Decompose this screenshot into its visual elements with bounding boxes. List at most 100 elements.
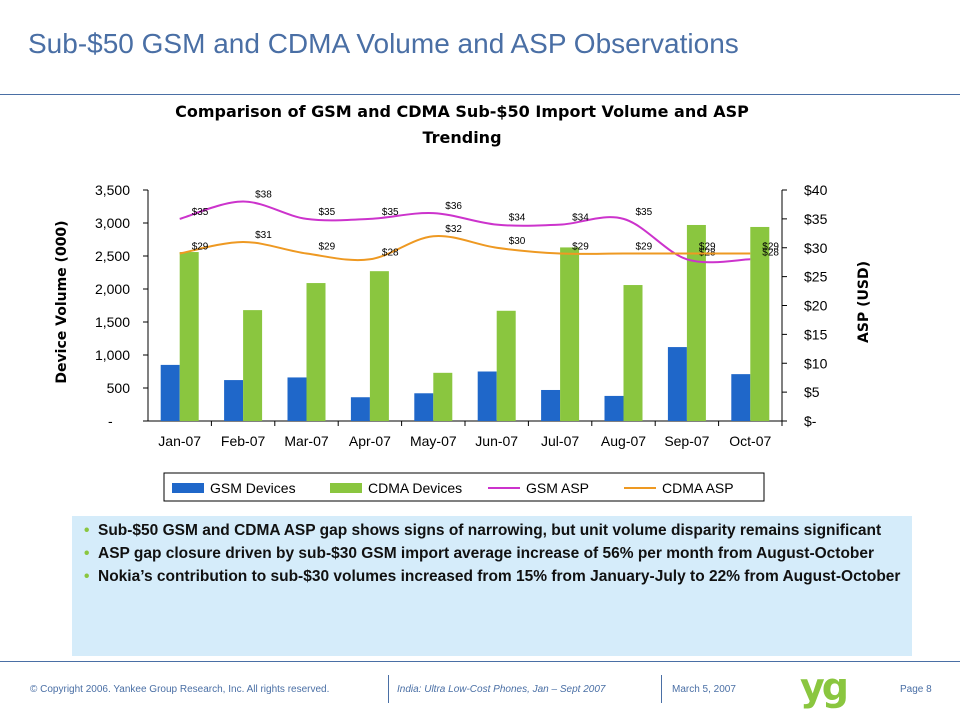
y-tick-label: 2,500 bbox=[95, 248, 130, 264]
gsm-devices-bar bbox=[414, 393, 434, 421]
cdma-devices-bar bbox=[243, 310, 263, 421]
bullet-item: • Sub-$50 GSM and CDMA ASP gap shows sign… bbox=[84, 522, 902, 540]
gsm-devices-bar bbox=[160, 364, 180, 421]
cdma-asp-data-label: $29 bbox=[699, 242, 716, 253]
cdma-devices-bar bbox=[560, 247, 580, 421]
gsm-devices-bar bbox=[731, 374, 751, 421]
footer-copyright: © Copyright 2006. Yankee Group Research,… bbox=[30, 684, 330, 695]
y2-axis-title: ASP (USD) bbox=[856, 261, 872, 343]
gsm-asp-data-label: $35 bbox=[636, 207, 653, 218]
cdma-asp-data-label: $29 bbox=[636, 242, 653, 253]
cdma-asp-data-label: $30 bbox=[509, 236, 526, 247]
chart-legend: GSM Devices CDMA Devices GSM ASP CDMA ASP bbox=[163, 472, 765, 502]
cdma-asp-data-label: $29 bbox=[319, 242, 336, 253]
y-tick-label: 3,000 bbox=[95, 215, 130, 231]
logo-text: yg bbox=[800, 668, 847, 709]
gsm-devices-bar bbox=[224, 380, 244, 421]
gsm-asp-line bbox=[179, 200, 751, 264]
cdma-devices-legend-swatch bbox=[330, 483, 362, 493]
cdma-devices-bar bbox=[623, 285, 643, 421]
x-tick-label: Apr-07 bbox=[349, 433, 391, 449]
gsm-devices-bar bbox=[477, 371, 497, 421]
cdma-asp-data-label: $31 bbox=[255, 230, 272, 241]
x-tick-label: Oct-07 bbox=[729, 433, 771, 449]
gsm-devices-legend-swatch bbox=[172, 483, 204, 493]
cdma-devices-bar bbox=[306, 283, 326, 421]
footer-page-number: Page 8 bbox=[900, 684, 932, 695]
y2-tick-label: $40 bbox=[804, 182, 828, 198]
bullet-text: ASP gap closure driven by sub-$30 GSM im… bbox=[98, 545, 875, 562]
gsm-asp-data-label: $38 bbox=[255, 190, 272, 201]
gsm-devices-bar bbox=[604, 395, 624, 421]
footer-divider bbox=[0, 661, 960, 662]
y-tick-label: 2,000 bbox=[95, 281, 130, 297]
cdma-asp-data-label: $29 bbox=[762, 242, 779, 253]
cdma-asp-data-label: $32 bbox=[445, 224, 462, 235]
gsm-devices-bar bbox=[667, 347, 687, 421]
cdma-devices-bar bbox=[496, 310, 516, 421]
legend-box bbox=[163, 472, 765, 502]
y2-tick-label: $35 bbox=[804, 211, 828, 227]
plot-area: - 500 1,000 1,500 2,000 2,500 3,000 3,500 $- $5 $1… bbox=[95, 182, 828, 449]
x-tick-label: Jun-07 bbox=[475, 433, 518, 449]
gsm-asp-legend-label: GSM ASP bbox=[526, 480, 589, 496]
x-tick-label: Sep-07 bbox=[664, 433, 709, 449]
footer-date: March 5, 2007 bbox=[672, 684, 736, 695]
y-tick-label: 1,500 bbox=[95, 314, 130, 330]
bullet-icon: • bbox=[84, 545, 90, 562]
gsm-asp-data-label: $28 bbox=[762, 247, 779, 258]
bullet-item: • Nokia’s contribution to sub-$30 volumes… bbox=[84, 568, 902, 586]
y-tick-label: 500 bbox=[107, 380, 131, 396]
y2-tick-label: $30 bbox=[804, 240, 828, 256]
title-divider bbox=[0, 94, 960, 95]
gsm-asp-data-label: $35 bbox=[319, 207, 336, 218]
y-tick-label: 1,000 bbox=[95, 347, 130, 363]
y-tick-label: 3,500 bbox=[95, 182, 130, 198]
gsm-devices-legend-label: GSM Devices bbox=[210, 480, 296, 496]
cdma-devices-bar bbox=[750, 226, 770, 421]
y-axis-title: Device Volume (000) bbox=[54, 220, 70, 383]
cdma-asp-line bbox=[179, 234, 751, 262]
cdma-devices-bar bbox=[179, 252, 199, 421]
bullet-item: • ASP gap closure driven by sub-$30 GSM i… bbox=[84, 545, 902, 563]
y2-tick-label: $20 bbox=[804, 298, 828, 314]
x-tick-label: Mar-07 bbox=[284, 433, 329, 449]
key-findings: • Sub-$50 GSM and CDMA ASP gap shows sign… bbox=[72, 516, 912, 656]
cdma-devices-legend-label: CDMA Devices bbox=[368, 480, 462, 496]
gsm-asp-data-label: $34 bbox=[509, 213, 526, 224]
gsm-asp-data-label: $34 bbox=[572, 213, 589, 224]
y2-tick-label: $- bbox=[804, 413, 817, 429]
bullet-icon: • bbox=[84, 522, 90, 539]
y2-tick-label: $25 bbox=[804, 269, 828, 285]
cdma-asp-data-label: $29 bbox=[192, 242, 209, 253]
gsm-asp-data-label: $36 bbox=[445, 201, 462, 212]
gsm-devices-bar bbox=[541, 389, 561, 421]
chart: Comparison of GSM and CDMA Sub-$50 Impor… bbox=[54, 102, 872, 502]
y-tick-label: - bbox=[108, 413, 113, 429]
cdma-devices-bar bbox=[433, 372, 453, 421]
cdma-asp-data-label: $28 bbox=[382, 247, 399, 258]
x-tick-label: Feb-07 bbox=[221, 433, 266, 449]
x-tick-label: Jan-07 bbox=[158, 433, 201, 449]
y2-tick-label: $5 bbox=[804, 384, 820, 400]
gsm-devices-bar bbox=[350, 397, 370, 421]
cdma-asp-legend-label: CDMA ASP bbox=[662, 480, 734, 496]
cdma-asp-data-label: $29 bbox=[572, 242, 589, 253]
footer-separator bbox=[388, 675, 389, 703]
bullet-text: Sub-$50 GSM and CDMA ASP gap shows signs… bbox=[98, 522, 882, 539]
cdma-devices-bar bbox=[686, 224, 706, 421]
yankee-group-logo: yg bbox=[800, 668, 850, 709]
gsm-devices-bar bbox=[287, 377, 307, 421]
footer-separator bbox=[661, 675, 662, 703]
chart-title-line2: Trending bbox=[422, 128, 501, 147]
x-tick-label: Aug-07 bbox=[601, 433, 646, 449]
gsm-asp-data-label: $35 bbox=[382, 207, 399, 218]
footer-report-title: India: Ultra Low-Cost Phones, Jan – Sept… bbox=[397, 684, 606, 695]
slide-title: Sub-$50 GSM and CDMA Volume and ASP Obse… bbox=[28, 28, 739, 59]
gsm-asp-data-label: $35 bbox=[192, 207, 209, 218]
x-tick-label: May-07 bbox=[410, 433, 457, 449]
x-tick-label: Jul-07 bbox=[541, 433, 579, 449]
y2-tick-label: $10 bbox=[804, 355, 828, 371]
bullet-icon: • bbox=[84, 568, 90, 585]
cdma-devices-bar bbox=[369, 271, 389, 421]
